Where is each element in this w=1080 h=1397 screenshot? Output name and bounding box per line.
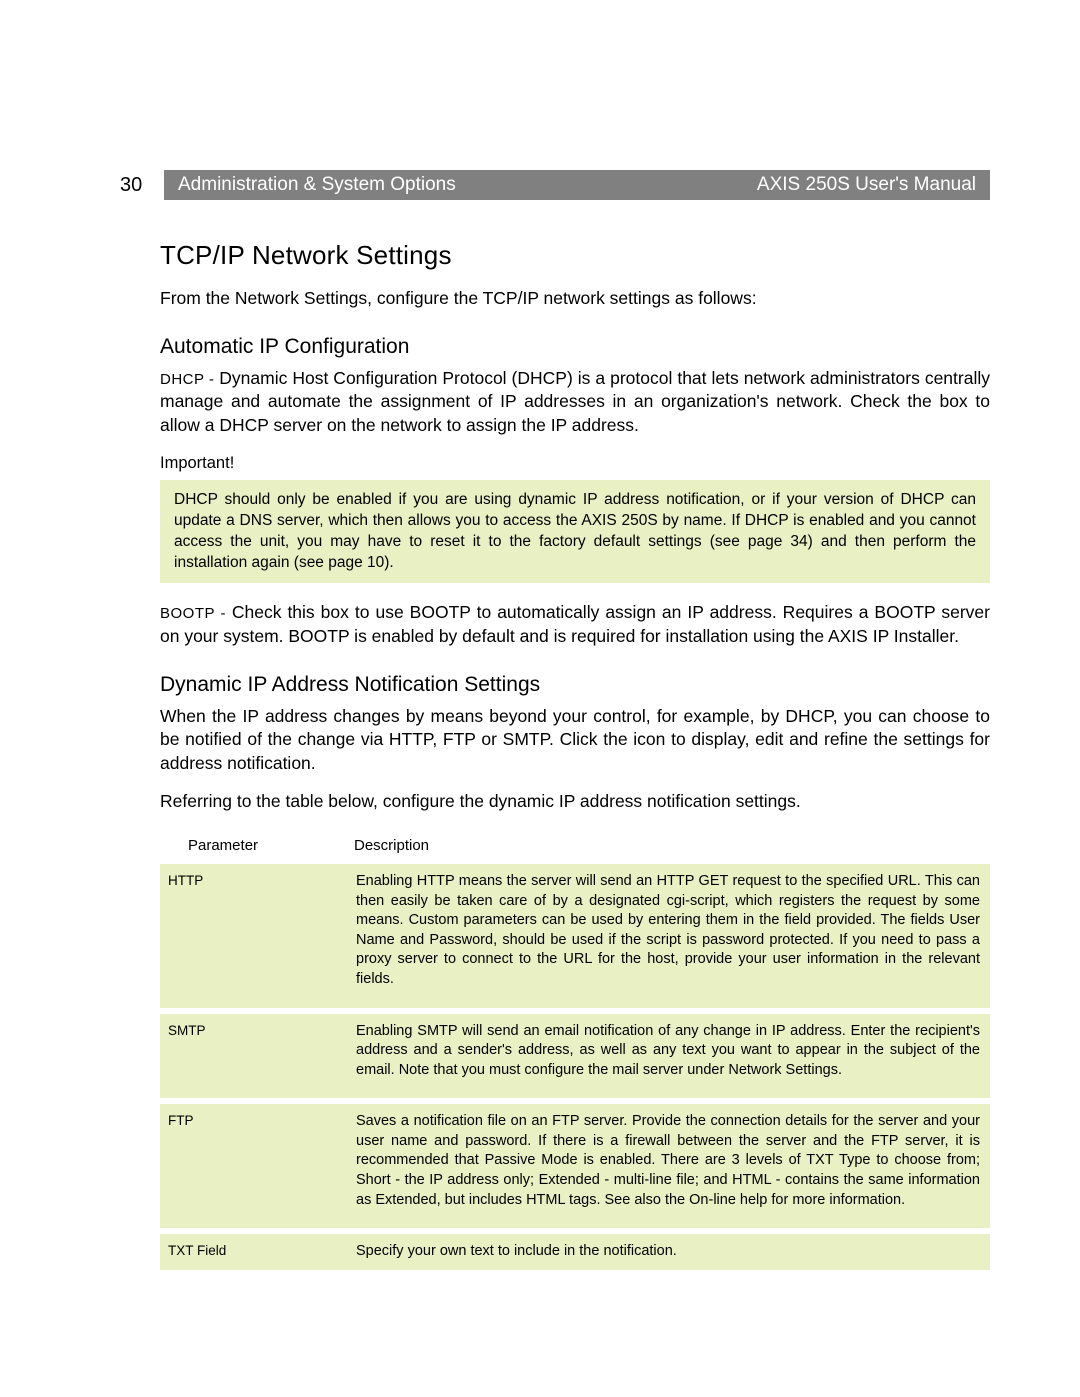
desc-txt: Specify your own text to include in the …	[346, 1234, 990, 1270]
header-bar: Administration & System Options AXIS 250…	[164, 170, 990, 200]
table-header-row: Parameter Description	[160, 833, 990, 858]
param-ftp: FTP	[160, 1104, 346, 1228]
heading-dynamic-ip: Dynamic IP Address Notification Settings	[160, 673, 990, 697]
page-number: 30	[120, 170, 164, 200]
page-header: 30 Administration & System Options AXIS …	[120, 170, 990, 200]
bootp-body: Check this box to use BOOTP to automatic…	[160, 602, 990, 646]
manual-title: AXIS 250S User's Manual	[757, 174, 976, 196]
dhcp-paragraph: DHCP - Dynamic Host Configuration Protoc…	[160, 367, 990, 438]
dynamic-paragraph-1: When the IP address changes by means bey…	[160, 705, 990, 776]
desc-http: Enabling HTTP means the server will send…	[346, 864, 990, 1007]
dhcp-lead: DHCP -	[160, 371, 219, 388]
param-txt: TXT Field	[160, 1234, 346, 1270]
bootp-lead: BOOTP -	[160, 605, 232, 622]
important-label: Important!	[160, 452, 990, 474]
desc-smtp: Enabling SMTP will send an email notific…	[346, 1014, 990, 1099]
manual-page: 30 Administration & System Options AXIS …	[0, 0, 1080, 1397]
section-title: Administration & System Options	[178, 174, 456, 196]
heading-tcpip: TCP/IP Network Settings	[160, 240, 990, 271]
table-row: HTTP Enabling HTTP means the server will…	[160, 864, 990, 1007]
dynamic-paragraph-2: Referring to the table below, configure …	[160, 790, 990, 814]
col-header-description: Description	[346, 833, 990, 858]
parameters-table: Parameter Description HTTP Enabling HTTP…	[160, 827, 990, 1275]
table-row: SMTP Enabling SMTP will send an email no…	[160, 1014, 990, 1099]
intro-paragraph: From the Network Settings, configure the…	[160, 287, 990, 311]
table-row: TXT Field Specify your own text to inclu…	[160, 1234, 990, 1270]
col-header-parameter: Parameter	[160, 833, 346, 858]
page-content: TCP/IP Network Settings From the Network…	[160, 240, 990, 1276]
dhcp-body: Dynamic Host Configuration Protocol (DHC…	[160, 368, 990, 435]
param-smtp: SMTP	[160, 1014, 346, 1099]
table-row: FTP Saves a notification file on an FTP …	[160, 1104, 990, 1228]
desc-ftp: Saves a notification file on an FTP serv…	[346, 1104, 990, 1228]
param-http: HTTP	[160, 864, 346, 1007]
heading-auto-ip: Automatic IP Configuration	[160, 335, 990, 359]
bootp-paragraph: BOOTP - Check this box to use BOOTP to a…	[160, 601, 990, 648]
important-note-box: DHCP should only be enabled if you are u…	[160, 480, 990, 584]
